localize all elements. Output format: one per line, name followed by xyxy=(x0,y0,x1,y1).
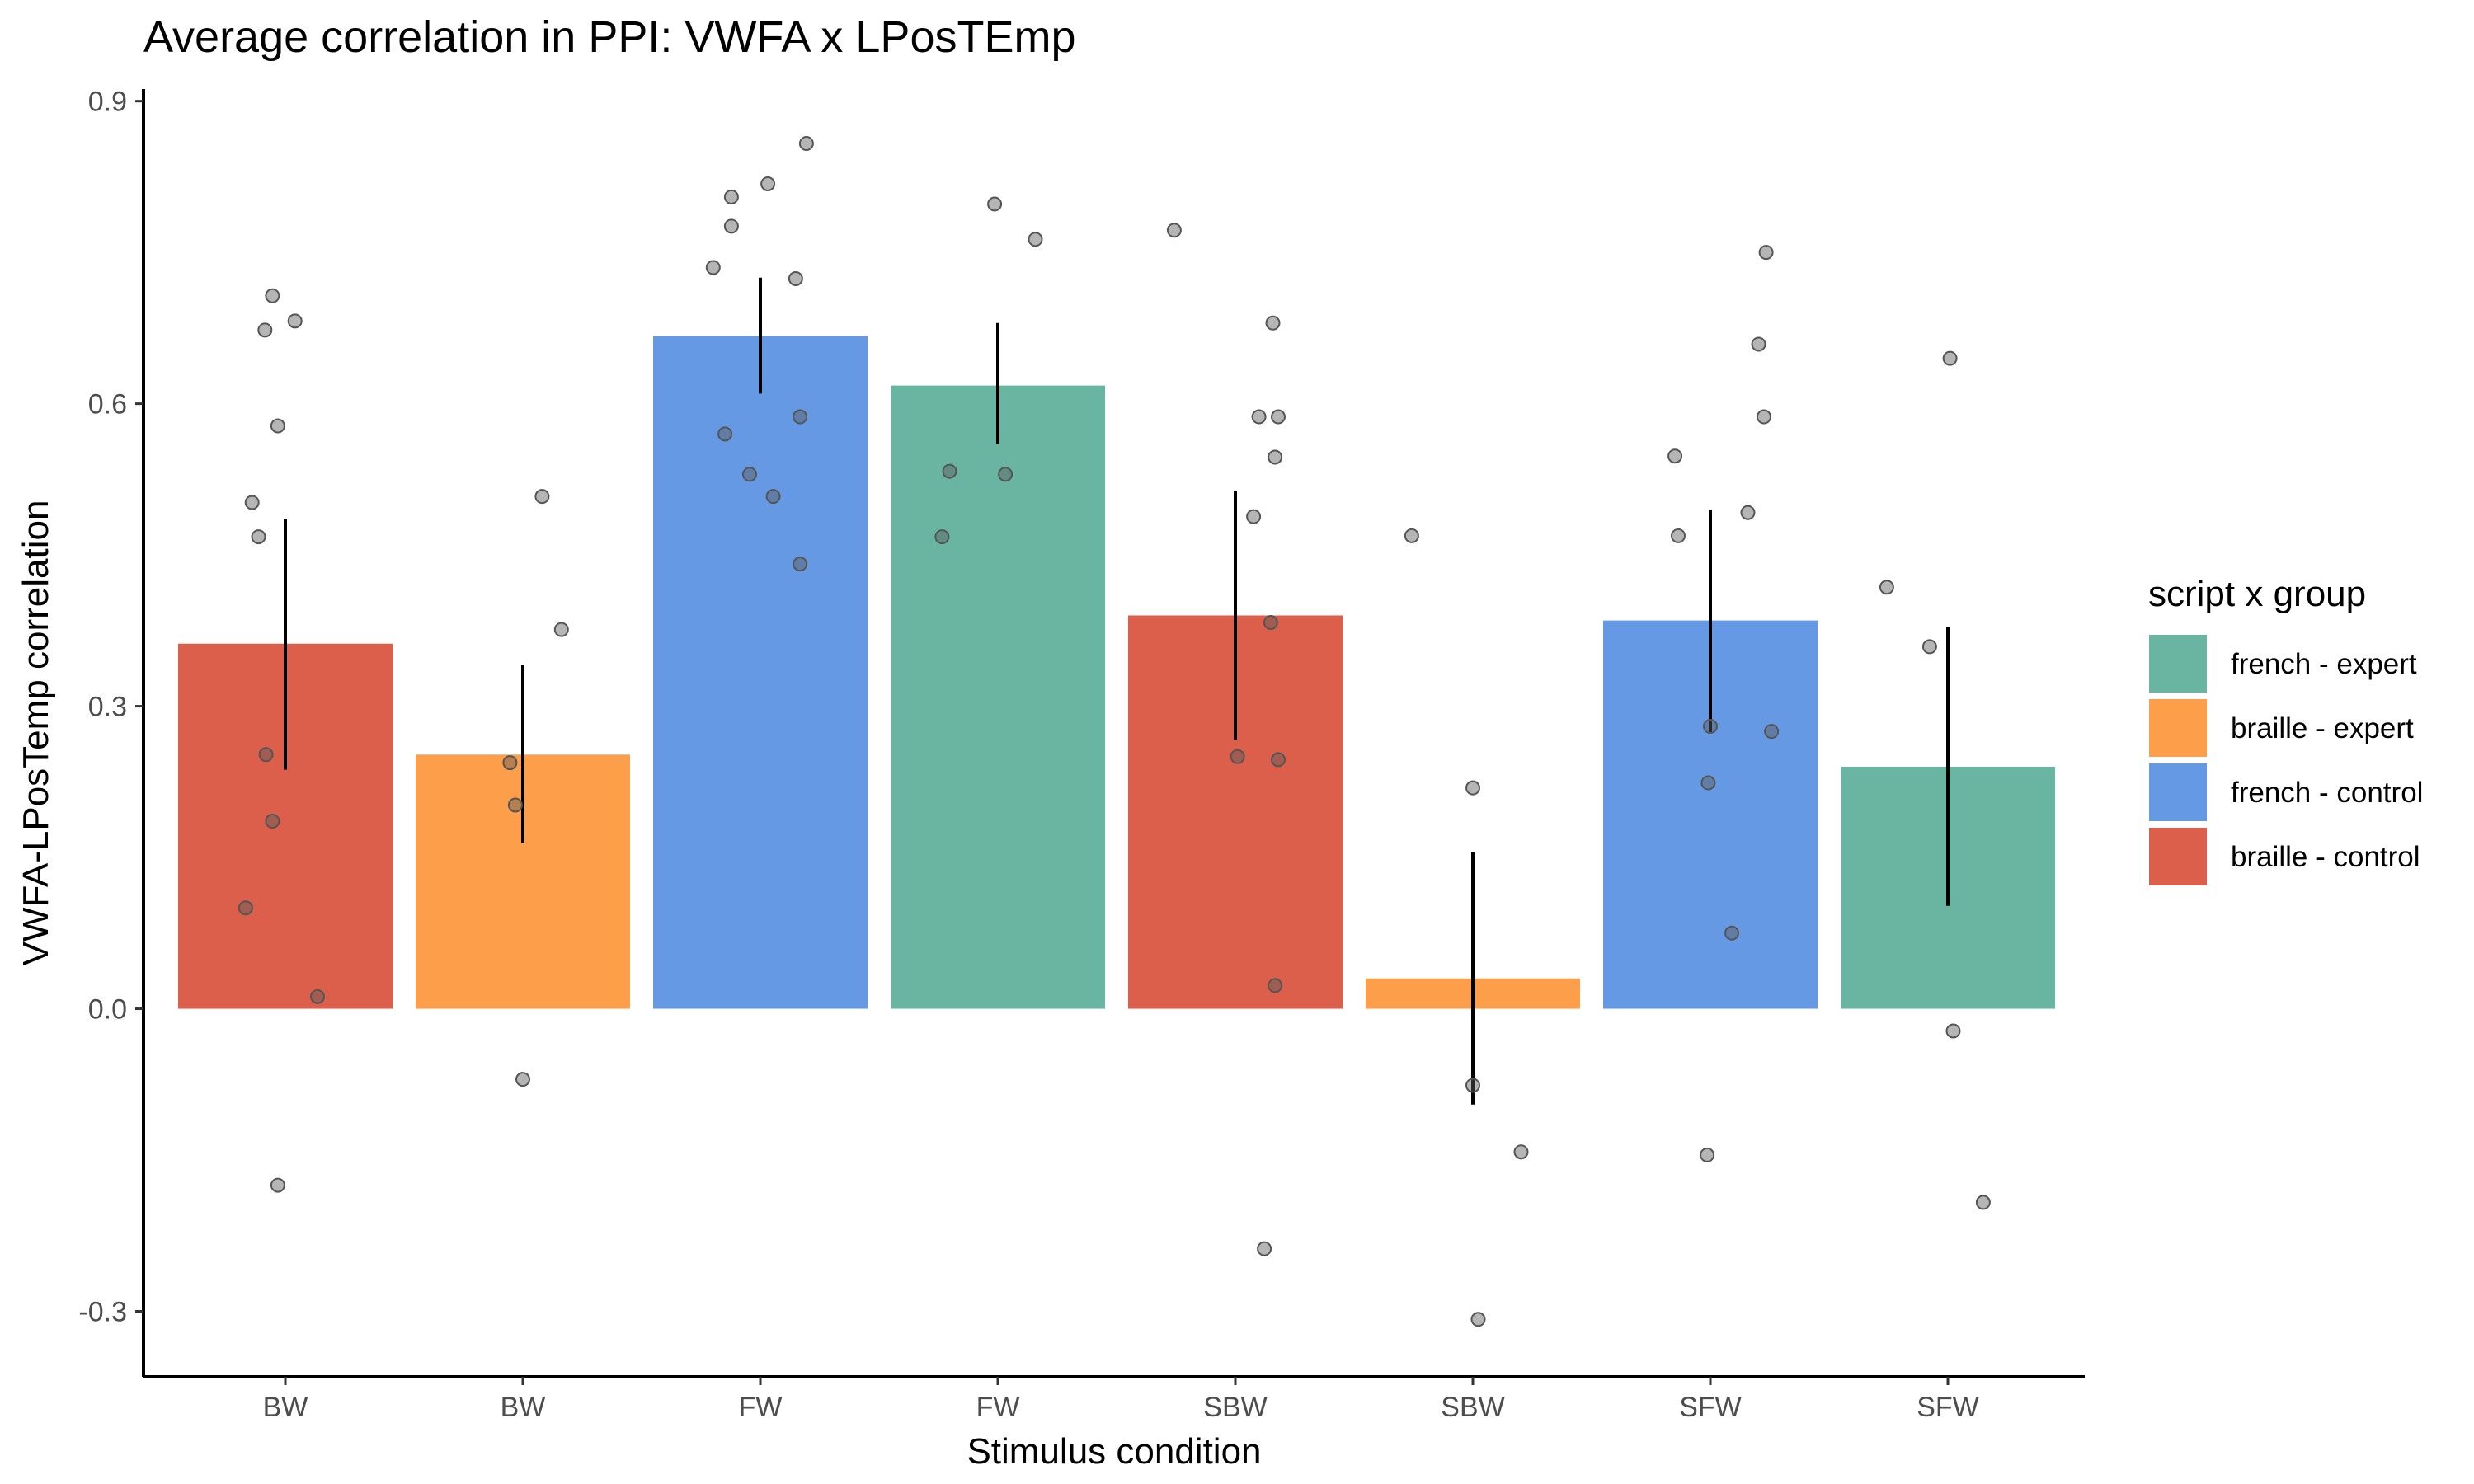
data-point xyxy=(1271,409,1286,425)
x-axis-title: Stimulus condition xyxy=(967,1431,1261,1472)
legend-swatch xyxy=(2149,828,2207,885)
legend-label: braille - control xyxy=(2231,841,2420,873)
data-point xyxy=(1758,245,1774,261)
data-point xyxy=(1945,1023,1961,1039)
data-point xyxy=(1667,448,1683,464)
y-tick-label: -0.3 xyxy=(78,1296,127,1327)
y-tick-label: 0.0 xyxy=(88,994,127,1026)
data-point xyxy=(1703,719,1718,735)
data-point xyxy=(1404,528,1419,543)
x-tick-label: SBW xyxy=(1441,1392,1504,1423)
data-point xyxy=(257,322,273,338)
data-point xyxy=(553,622,569,637)
data-point xyxy=(1028,232,1043,247)
legend-items: french - expert braille - expert french - … xyxy=(2149,635,2423,885)
legend-swatch xyxy=(2149,635,2207,693)
x-tick-label: SFW xyxy=(1679,1392,1742,1423)
data-point xyxy=(1740,505,1756,520)
data-point xyxy=(251,529,266,545)
legend-swatch xyxy=(2149,699,2207,757)
data-point xyxy=(515,1072,530,1087)
data-point xyxy=(270,1177,285,1193)
data-point xyxy=(1751,336,1766,352)
data-point xyxy=(1265,315,1281,331)
y-axis-title: VWFA-LPosTemp correlation xyxy=(16,500,56,966)
legend-label: french - expert xyxy=(2231,648,2417,680)
legend-title: script x group xyxy=(2148,574,2366,614)
y-tick-label: 0.9 xyxy=(88,87,127,118)
data-point xyxy=(287,313,303,329)
data-point xyxy=(723,189,739,204)
data-point xyxy=(1724,925,1739,941)
data-point xyxy=(942,463,957,479)
data-point xyxy=(742,467,757,482)
data-point xyxy=(1246,509,1262,524)
legend: script x group french - expert braille - … xyxy=(2148,574,2423,885)
data-point xyxy=(1671,528,1686,543)
data-point xyxy=(1700,1147,1715,1162)
x-tick-label: BW xyxy=(501,1392,546,1423)
x-tick-label: SBW xyxy=(1203,1392,1267,1423)
points-layer xyxy=(238,136,1991,1327)
data-point xyxy=(244,495,260,510)
chart-title: Average correlation in PPI: VWFA x LPosT… xyxy=(143,12,1076,62)
x-tick-label: BW xyxy=(263,1392,308,1423)
x-tick-label: FW xyxy=(739,1392,783,1423)
data-point xyxy=(793,409,808,425)
data-point xyxy=(1757,409,1771,425)
bars-layer xyxy=(178,336,2055,1009)
data-point xyxy=(998,467,1014,482)
data-point xyxy=(1268,978,1283,993)
data-point xyxy=(507,797,523,813)
data-point xyxy=(765,489,781,505)
data-point xyxy=(1251,409,1267,425)
data-point xyxy=(1764,724,1780,740)
x-tick-label: FW xyxy=(976,1392,1020,1423)
error-bars-layer xyxy=(284,277,1950,1105)
data-point xyxy=(1257,1241,1272,1256)
y-tick-label: 0.3 xyxy=(88,692,127,723)
y-tick-label: 0.6 xyxy=(88,389,127,420)
data-point xyxy=(987,196,1003,212)
x-ticks: BW BW FW FW SBW SBW SFW SFW xyxy=(263,1377,1979,1423)
data-point xyxy=(1230,749,1245,764)
x-tick-label: SFW xyxy=(1917,1392,1979,1423)
data-point xyxy=(1975,1195,1991,1210)
legend-swatch xyxy=(2149,763,2207,821)
data-point xyxy=(1879,580,1894,595)
data-point xyxy=(238,900,253,916)
bar-fw-french-control xyxy=(653,336,868,1009)
data-point xyxy=(534,489,550,505)
data-point xyxy=(717,426,733,442)
data-point xyxy=(1465,1078,1480,1093)
legend-label: french - control xyxy=(2231,777,2423,809)
data-point xyxy=(1166,223,1182,238)
data-point xyxy=(258,747,274,763)
data-point xyxy=(793,556,808,572)
data-point xyxy=(1942,350,1958,366)
data-point xyxy=(723,218,739,234)
data-point xyxy=(502,755,518,771)
data-point xyxy=(1263,615,1278,631)
data-point xyxy=(1513,1144,1529,1160)
data-point xyxy=(934,529,950,545)
data-point xyxy=(270,418,285,434)
data-point xyxy=(1921,639,1937,655)
data-point xyxy=(1465,780,1480,796)
data-point xyxy=(1700,775,1716,791)
data-point xyxy=(1271,752,1286,768)
data-point xyxy=(798,136,814,152)
bar-fw-french-expert xyxy=(891,385,1105,1009)
data-point xyxy=(1470,1312,1486,1327)
data-point xyxy=(265,288,280,303)
data-point xyxy=(265,814,280,829)
data-point xyxy=(310,989,325,1004)
data-point xyxy=(705,260,721,275)
data-point xyxy=(760,176,776,191)
data-point xyxy=(788,270,803,286)
y-ticks: -0.3 0.0 0.3 0.6 0.9 xyxy=(78,87,143,1327)
data-point xyxy=(1268,449,1283,465)
legend-label: braille - expert xyxy=(2231,712,2414,744)
